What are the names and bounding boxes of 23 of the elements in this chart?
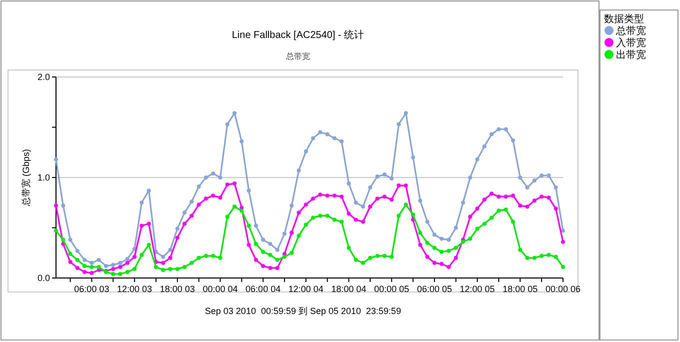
x-tick-label: 12:00 05 — [460, 284, 495, 294]
x-tick-label: 00:00 04 — [202, 284, 238, 294]
x-tick-label: 18:00 05 — [502, 284, 538, 294]
x-tick-label: 06:00 03 — [74, 284, 110, 294]
legend-label: 总带宽 — [615, 25, 646, 37]
legend-label: 入带宽 — [616, 37, 646, 49]
x-axis-title: Sep 03 2010 00:59:59 到 Sep 05 2010 23:59:59 — [204, 306, 402, 316]
x-tick-label: 06:00 05 — [416, 284, 452, 294]
legend-title: 数据类型 — [604, 13, 644, 25]
x-tick-label: 06:00 04 — [246, 284, 281, 294]
y-tick-label: 0.0 — [37, 273, 50, 283]
chart-title: Line Fallback [AC2540] - 统计 — [232, 29, 364, 41]
x-tick-label: 18:00 04 — [331, 284, 366, 294]
x-tick-label: 12:00 03 — [117, 284, 152, 294]
x-tick-label: 00:00 06 — [545, 284, 581, 294]
chart-subtitle: 总带宽 — [285, 52, 310, 61]
y-axis-title: 总带宽 (Gbps) — [21, 148, 31, 208]
x-tick-label: 12:00 04 — [288, 284, 324, 294]
y-tick-label: 1.0 — [37, 172, 50, 182]
x-tick-label: 00:00 05 — [374, 284, 410, 294]
legend-label: 出带宽 — [616, 49, 646, 61]
y-tick-label: 2.0 — [37, 72, 50, 82]
x-tick-label: 18:00 03 — [160, 284, 195, 294]
